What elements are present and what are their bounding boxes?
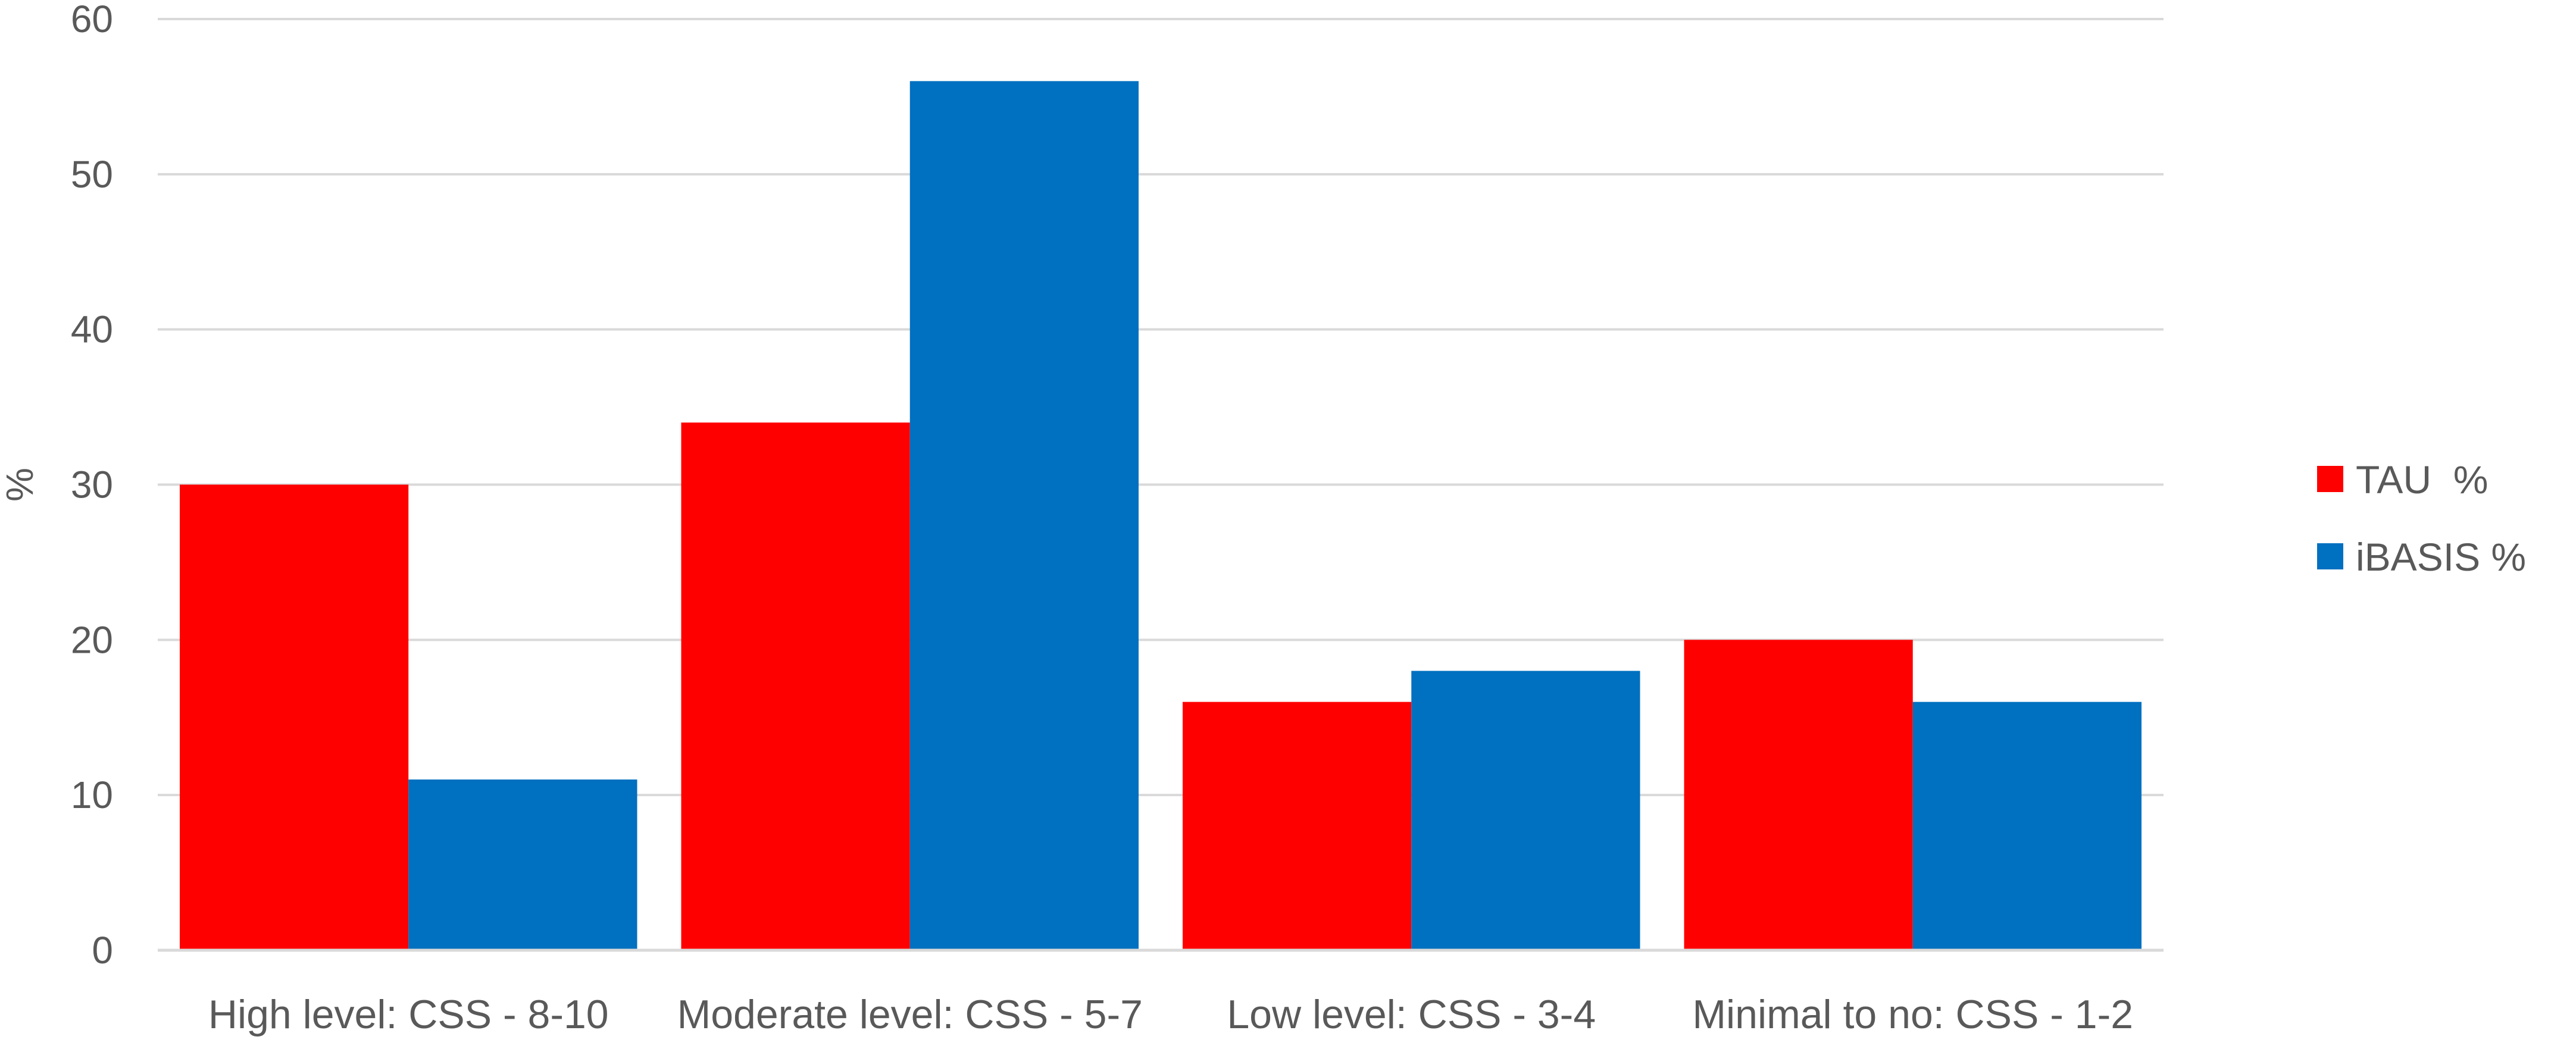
legend-swatch-tau — [2317, 466, 2343, 492]
bar-tau — [681, 422, 910, 950]
y-tick-label: 20 — [71, 618, 113, 661]
bar-ibasis — [1411, 671, 1640, 950]
legend-label-tau: TAU % — [2356, 458, 2488, 502]
y-tick-label: 60 — [71, 0, 113, 40]
x-category-label: High level: CSS - 8-10 — [208, 992, 609, 1037]
legend-label-ibasis: iBASIS % — [2356, 535, 2526, 579]
y-tick-label: 30 — [71, 464, 113, 506]
y-tick-label: 0 — [92, 929, 113, 972]
bar-ibasis — [408, 779, 637, 950]
bars — [180, 81, 2142, 950]
x-category-label: Low level: CSS - 3-4 — [1227, 992, 1596, 1037]
bar-ibasis — [909, 81, 1139, 950]
bar-tau — [180, 484, 409, 950]
y-axis-title: % — [0, 468, 41, 502]
bar-ibasis — [1912, 702, 2142, 950]
legend-swatch-ibasis — [2317, 543, 2343, 569]
y-tick-label: 10 — [71, 774, 113, 816]
y-tick-label: 40 — [71, 308, 113, 351]
legend: TAU % iBASIS % — [2317, 458, 2526, 579]
y-tick-label: 50 — [71, 153, 113, 196]
x-category-label: Minimal to no: CSS - 1-2 — [1692, 992, 2133, 1037]
labels: % 0 10 20 30 40 50 60 High level: CSS - 8-10 Mod… — [0, 0, 2133, 1037]
bar-tau — [1183, 702, 1412, 950]
bar-tau — [1684, 640, 1913, 950]
x-category-label: Moderate level: CSS - 5-7 — [677, 992, 1143, 1037]
